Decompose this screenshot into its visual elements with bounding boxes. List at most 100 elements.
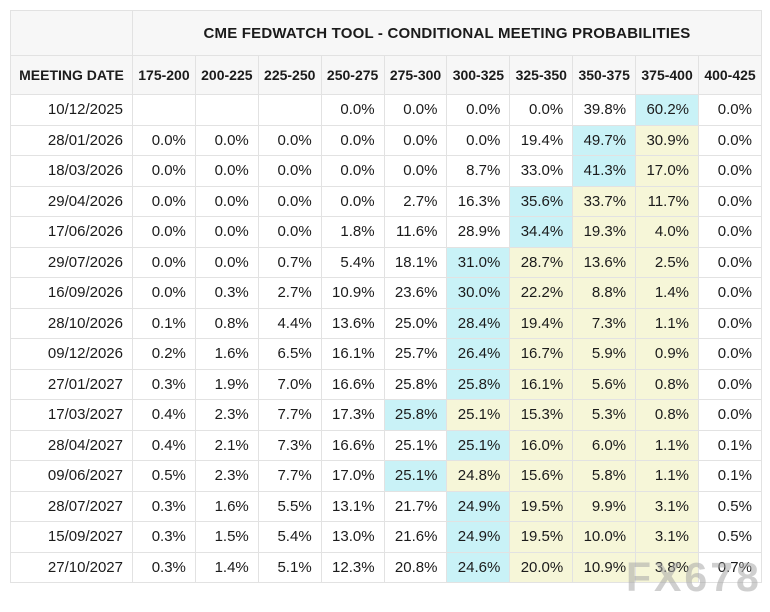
probability-cell: 0.0% <box>320 155 385 187</box>
probability-cell: 0.0% <box>698 94 762 126</box>
probability-cell: 4.4% <box>257 307 322 339</box>
meeting-date-cell: 17/03/2027 <box>10 399 133 431</box>
probability-cell: 16.6% <box>320 368 385 400</box>
probability-cell: 0.5% <box>132 460 196 492</box>
probability-cell: 7.3% <box>572 307 637 339</box>
probability-cell: 0.0% <box>194 185 259 217</box>
probability-cell: 0.8% <box>635 368 700 400</box>
probability-cell: 0.3% <box>132 490 196 522</box>
probability-cell: 41.3% <box>572 155 637 187</box>
fedwatch-probability-table: CME FEDWATCH TOOL - CONDITIONAL MEETING … <box>10 10 762 583</box>
probability-cell: 1.6% <box>194 490 259 522</box>
probability-cell: 0.0% <box>132 124 196 156</box>
probability-cell: 0.0% <box>698 246 762 278</box>
probability-cell: 13.6% <box>320 307 385 339</box>
table-row: 27/01/2027 0.3% 1.9% 7.0% 16.6% 25.8% 25.8% 16.… <box>10 368 762 400</box>
probability-cell: 2.7% <box>383 185 448 217</box>
probability-cell: 0.0% <box>383 155 448 187</box>
probability-cell: 0.2% <box>132 338 196 370</box>
probability-cell: 0.0% <box>132 246 196 278</box>
table-row: 27/10/2027 0.3% 1.4% 5.1% 12.3% 20.8% 24.6% 20.… <box>10 551 762 583</box>
probability-cell: 2.7% <box>257 277 322 309</box>
probability-cell: 24.9% <box>446 521 511 553</box>
probability-cell: 0.0% <box>320 124 385 156</box>
probability-cell: 0.0% <box>698 338 762 370</box>
rate-range-column-header: 300-325 <box>446 55 511 95</box>
table-row: 29/07/2026 0.0% 0.0% 0.7% 5.4% 18.1% 31.0% 28.7… <box>10 246 762 278</box>
probability-cell: 7.7% <box>257 460 322 492</box>
probability-cell: 1.9% <box>194 368 259 400</box>
probability-cell: 25.8% <box>446 368 511 400</box>
probability-cell: 26.4% <box>446 338 511 370</box>
table-body: 10/12/2025 0.0% 0.0% 0.0% 0.0% 39.8% 60.2% 0.0%… <box>10 94 762 583</box>
probability-cell: 0.7% <box>698 551 762 583</box>
probability-cell: 0.0% <box>257 155 322 187</box>
probability-cell: 10.9% <box>320 277 385 309</box>
probability-cell: 0.0% <box>383 94 448 126</box>
probability-cell: 0.0% <box>132 216 196 248</box>
meeting-date-cell: 28/01/2026 <box>10 124 133 156</box>
probability-cell: 16.0% <box>509 429 574 461</box>
probability-cell <box>194 94 259 126</box>
table-row: 28/10/2026 0.1% 0.8% 4.4% 13.6% 25.0% 28.4% 19.… <box>10 307 762 339</box>
probability-cell: 16.7% <box>509 338 574 370</box>
probability-cell: 33.0% <box>509 155 574 187</box>
probability-cell: 15.3% <box>509 399 574 431</box>
probability-cell: 1.1% <box>635 429 700 461</box>
probability-cell: 11.6% <box>383 216 448 248</box>
probability-cell: 1.1% <box>635 307 700 339</box>
meeting-date-cell: 27/01/2027 <box>10 368 133 400</box>
probability-cell: 25.1% <box>446 429 511 461</box>
probability-cell: 20.8% <box>383 551 448 583</box>
probability-cell: 4.0% <box>635 216 700 248</box>
probability-cell: 1.1% <box>635 460 700 492</box>
probability-cell: 33.7% <box>572 185 637 217</box>
meeting-date-cell: 18/03/2026 <box>10 155 133 187</box>
rate-range-column-header: 200-225 <box>194 55 259 95</box>
probability-cell: 35.6% <box>509 185 574 217</box>
table-row: 29/04/2026 0.0% 0.0% 0.0% 0.0% 2.7% 16.3% 35.6%… <box>10 185 762 217</box>
probability-cell: 25.0% <box>383 307 448 339</box>
meeting-date-cell: 28/07/2027 <box>10 490 133 522</box>
probability-cell: 0.0% <box>446 94 511 126</box>
probability-cell: 5.5% <box>257 490 322 522</box>
probability-cell: 60.2% <box>635 94 700 126</box>
meeting-date-cell: 17/06/2026 <box>10 216 133 248</box>
meeting-date-column-header: MEETING DATE <box>10 55 133 95</box>
probability-cell: 1.6% <box>194 338 259 370</box>
rate-range-column-header: 225-250 <box>257 55 322 95</box>
probability-cell: 24.8% <box>446 460 511 492</box>
probability-cell: 30.0% <box>446 277 511 309</box>
probability-cell: 19.5% <box>509 521 574 553</box>
probability-cell: 28.9% <box>446 216 511 248</box>
meeting-date-cell: 29/04/2026 <box>10 185 133 217</box>
probability-cell: 13.0% <box>320 521 385 553</box>
table-row: 28/01/2026 0.0% 0.0% 0.0% 0.0% 0.0% 0.0% 19.4% 4… <box>10 124 762 156</box>
probability-cell: 0.0% <box>320 185 385 217</box>
probability-cell: 0.0% <box>132 185 196 217</box>
probability-cell: 6.0% <box>572 429 637 461</box>
table-row: 09/12/2026 0.2% 1.6% 6.5% 16.1% 25.7% 26.4% 16.… <box>10 338 762 370</box>
probability-cell: 6.5% <box>257 338 322 370</box>
table-row: 17/03/2027 0.4% 2.3% 7.7% 17.3% 25.8% 25.1% 15.… <box>10 399 762 431</box>
rate-range-column-header: 250-275 <box>320 55 385 95</box>
probability-cell: 0.0% <box>257 185 322 217</box>
table-row: 18/03/2026 0.0% 0.0% 0.0% 0.0% 0.0% 8.7% 33.0% 4… <box>10 155 762 187</box>
table-row: 16/09/2026 0.0% 0.3% 2.7% 10.9% 23.6% 30.0% 22.… <box>10 277 762 309</box>
probability-cell: 0.3% <box>132 551 196 583</box>
probability-cell: 0.0% <box>194 124 259 156</box>
probability-cell: 9.9% <box>572 490 637 522</box>
probability-cell: 25.7% <box>383 338 448 370</box>
probability-cell: 0.0% <box>698 155 762 187</box>
probability-cell: 0.0% <box>194 246 259 278</box>
table-row: 28/04/2027 0.4% 2.1% 7.3% 16.6% 25.1% 25.1% 16.… <box>10 429 762 461</box>
title-row: CME FEDWATCH TOOL - CONDITIONAL MEETING … <box>10 10 762 56</box>
probability-cell: 49.7% <box>572 124 637 156</box>
probability-cell: 25.8% <box>383 368 448 400</box>
rate-range-column-header: 175-200 <box>132 55 196 95</box>
probability-cell: 0.0% <box>257 124 322 156</box>
probability-cell: 0.1% <box>698 429 762 461</box>
probability-cell: 2.5% <box>635 246 700 278</box>
table-row: 15/09/2027 0.3% 1.5% 5.4% 13.0% 21.6% 24.9% 19.… <box>10 521 762 553</box>
probability-cell: 7.7% <box>257 399 322 431</box>
